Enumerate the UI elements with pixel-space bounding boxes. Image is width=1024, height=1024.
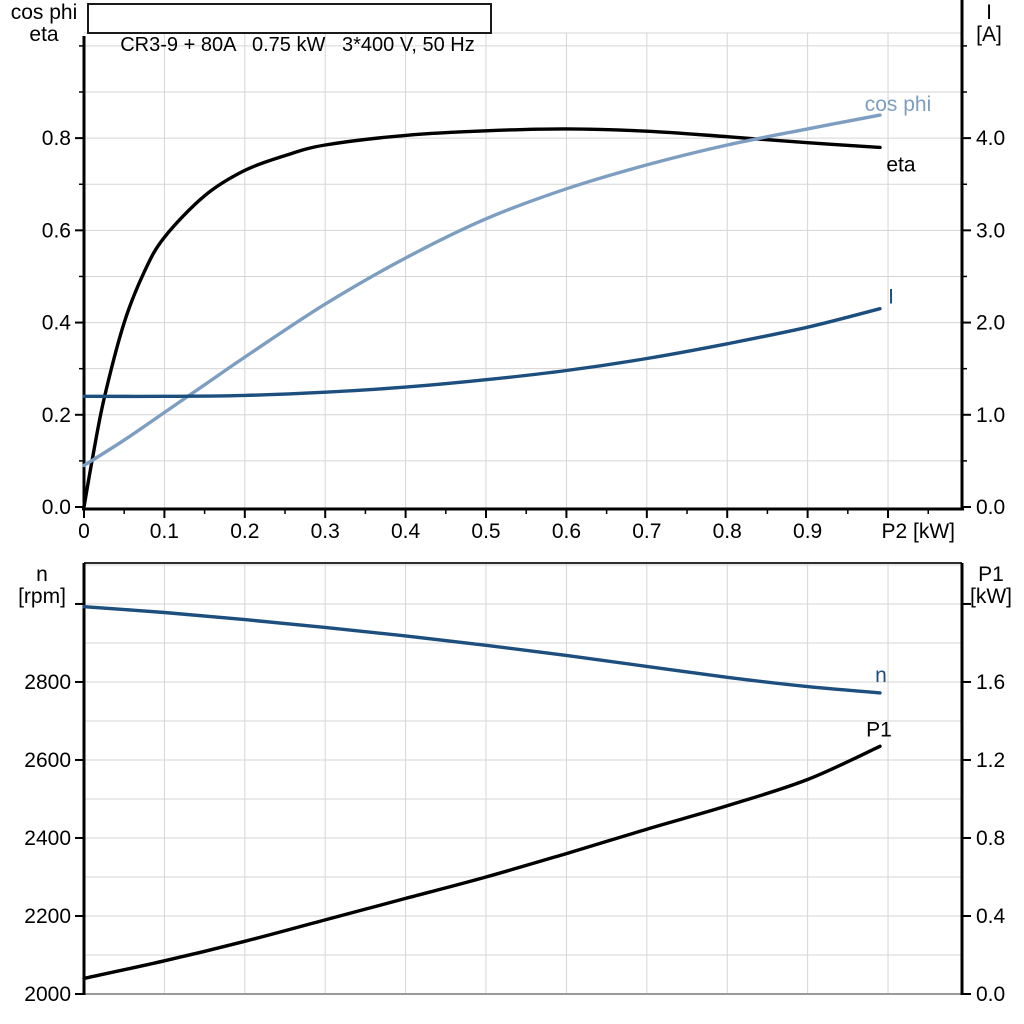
y-left-tick-label: 0.0 <box>42 496 71 519</box>
top-right-axis-title: I [A] <box>958 2 1020 46</box>
axis-title-speed: n <box>36 563 48 586</box>
axis-title-p1-unit: [kW] <box>970 585 1012 608</box>
y-left-tick-label: 2800 <box>24 671 71 694</box>
top-axes <box>82 0 964 511</box>
chart-title-box: CR3-9 + 80A 0.75 kW 3*400 V, 50 Hz <box>87 3 492 56</box>
current-curve-label: I <box>888 286 894 309</box>
x-tick-label: 0 <box>78 520 90 543</box>
x-tick-label: 0.3 <box>311 520 340 543</box>
eta-curve <box>82 127 882 509</box>
y-right-tick-label: 4.0 <box>976 127 1005 150</box>
y-right-tick-label: 1.2 <box>976 749 1005 772</box>
speed-curve <box>82 605 882 695</box>
y-left-tick-label: 2400 <box>24 827 71 850</box>
axis-title-speed-unit: [rpm] <box>18 585 66 608</box>
y-left-tick-label: 2600 <box>24 749 71 772</box>
y-left-tick-label: 2200 <box>24 905 71 928</box>
top-left-axis-title: cos phi eta <box>0 2 88 46</box>
y-left-tick-label: 2000 <box>24 983 71 1006</box>
x-tick-label: 0.5 <box>471 520 500 543</box>
speed-curve-label: n <box>875 664 887 687</box>
cos-phi-curve-label: cos phi <box>865 93 932 116</box>
x-tick-label: 0.9 <box>793 520 822 543</box>
x-tick-label: 0.6 <box>552 520 581 543</box>
axis-title-cos-phi: cos phi <box>10 1 78 24</box>
x-axis-title: P2 [kW] <box>881 520 955 543</box>
current-curve <box>82 307 882 399</box>
x-tick-label: 0.1 <box>150 520 179 543</box>
y-right-tick-label: 1.6 <box>976 671 1005 694</box>
top-ticks <box>75 45 971 518</box>
x-tick-label: 0.8 <box>713 520 742 543</box>
y-right-tick-label: 0.0 <box>976 496 1005 519</box>
bottom-ticks <box>75 602 971 995</box>
axis-title-p1: P1 <box>978 563 1004 586</box>
p1-curve-label: P1 <box>866 718 892 741</box>
bottom-right-axis-title: P1 [kW] <box>960 564 1022 608</box>
x-tick-label: 0.4 <box>391 520 421 543</box>
y-left-tick-label: 0.4 <box>42 312 72 335</box>
chart-title: CR3-9 + 80A 0.75 kW 3*400 V, 50 Hz <box>120 34 475 56</box>
y-right-tick-label: 0.8 <box>976 827 1005 850</box>
axis-title-eta: eta <box>29 23 59 46</box>
y-right-tick-label: 0.4 <box>976 905 1006 928</box>
axis-title-current: I <box>986 1 992 24</box>
eta-curve-label: eta <box>886 153 916 176</box>
y-right-tick-label: 1.0 <box>976 404 1005 427</box>
y-right-tick-label: 2.0 <box>976 312 1005 335</box>
y-right-tick-label: 0.0 <box>976 983 1005 1006</box>
top-chart: 0 0.1 0.2 0.3 0.4 0.5 0.6 0.7 0.8 0.9 P2 [kW] 0.0 0.… <box>42 0 1005 543</box>
y-left-tick-label: 0.8 <box>42 127 71 150</box>
x-tick-label: 0.2 <box>230 520 259 543</box>
top-grid <box>84 32 962 509</box>
top-tick-labels: 0 0.1 0.2 0.3 0.4 0.5 0.6 0.7 0.8 0.9 P2 [kW] 0.0 0.… <box>42 127 1005 543</box>
p1-curve <box>82 744 882 981</box>
bottom-grid <box>83 562 962 995</box>
x-tick-label: 0.7 <box>632 520 661 543</box>
bottom-tick-labels: 2000 2200 2400 2600 2800 0.0 0.4 0.8 1.2 1.6 <box>24 671 1005 1006</box>
axis-title-current-unit: [A] <box>976 23 1002 46</box>
bottom-chart: 2000 2200 2400 2600 2800 0.0 0.4 0.8 1.2 1.6 n P1 <box>24 562 1006 1006</box>
y-left-tick-label: 0.6 <box>42 219 71 242</box>
bottom-left-axis-title: n [rpm] <box>0 564 84 608</box>
cos-phi-curve <box>82 113 882 468</box>
bottom-axes <box>82 563 964 995</box>
y-left-tick-label: 0.2 <box>42 404 71 427</box>
y-right-tick-label: 3.0 <box>976 219 1005 242</box>
